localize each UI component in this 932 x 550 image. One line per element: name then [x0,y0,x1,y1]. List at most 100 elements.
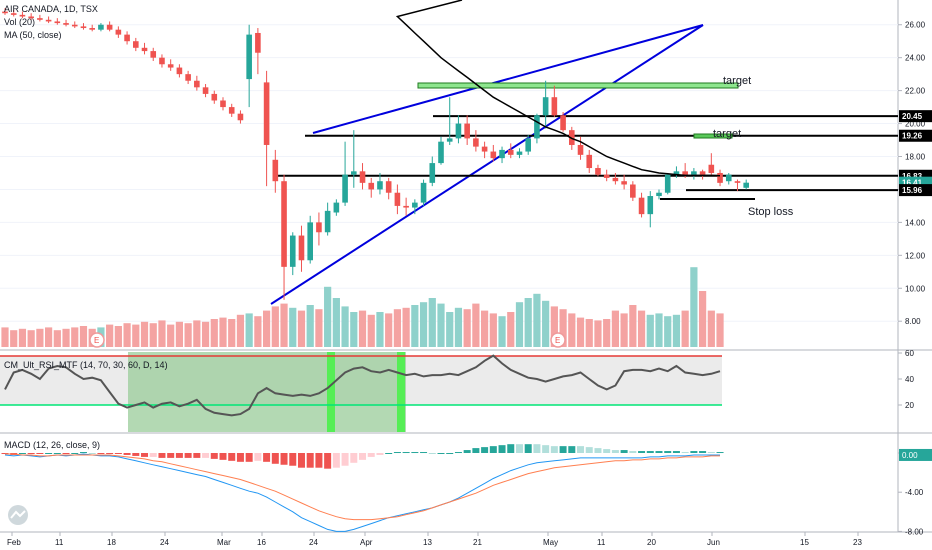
date-tick-label: Jun [707,538,720,547]
macd-tick-label: -4.00 [905,488,924,497]
date-tick-label: 23 [853,538,862,547]
candle-body [708,164,715,173]
candle-body [342,174,348,203]
candle-body [220,100,226,108]
macd-histogram-bar [132,453,140,456]
volume-bar [332,298,340,347]
candle-body [263,82,270,145]
volume-bar [393,309,401,347]
candle-body [734,181,741,183]
macd-histogram-bar [350,453,358,463]
volume-bar [263,310,271,347]
candle-body [691,171,697,175]
candle-body [743,182,749,188]
macd-histogram-bar [428,453,436,454]
date-tick-label: 21 [473,538,482,547]
volume-bar [411,305,419,347]
candle-body [63,23,69,25]
macd-histogram-bar [481,447,489,453]
macd-histogram-bar [36,453,44,454]
volume-legend: Vol (20) [4,17,36,27]
volume-bar [62,328,70,347]
candle-body [246,34,252,80]
candle-body [725,174,732,182]
macd-histogram-bar [690,451,698,453]
candle-body [682,171,688,175]
macd-histogram-bar [114,453,122,454]
volume-bar [254,316,262,347]
macd-histogram-bar [297,453,305,468]
price-tick-label: 14.00 [905,218,926,227]
macd-histogram-bar [489,446,497,453]
candle-body [324,210,331,233]
volume-bar [27,330,35,347]
candle-body [19,14,26,17]
volume-bar [489,313,497,347]
macd-histogram-bar [620,450,628,453]
volume-bar [245,313,253,347]
date-tick-label: 11 [597,538,606,547]
volume-bar [367,314,375,347]
candle-body [507,149,514,155]
candle-body [333,202,340,213]
ma-legend: MA (50, close) [4,30,62,40]
candle-body [656,192,662,197]
macd-histogram-bar [437,453,445,454]
candle-body [80,26,87,29]
macd-histogram-bar [228,453,236,461]
macd-line [4,453,720,532]
macd-histogram-bar [158,453,166,458]
volume-bar [36,328,44,347]
candle-body [612,177,619,182]
volume-bar [167,324,175,347]
macd-histogram-bar [707,452,715,454]
macd-histogram-bar [219,453,227,460]
volume-bar [446,312,454,347]
candle-body [159,57,165,65]
date-tick-label: Mar [217,538,231,547]
volume-bar [690,267,698,347]
volume-bar [507,312,515,347]
candle-body [394,192,401,206]
volume-bar [576,317,585,347]
macd-histogram-bar [245,453,253,462]
price-tick-label: 26.00 [905,21,926,30]
macd-histogram-bar [289,453,297,466]
candle-body [237,113,244,121]
price-tick-label: 12.00 [905,251,926,260]
volume-bar [515,302,524,347]
macd-histogram-bar [646,451,654,453]
candle-body [647,196,654,215]
macd-histogram-bar [577,446,585,453]
volume-bar [655,313,663,347]
volume-bar [454,307,463,347]
macd-histogram-bar [550,446,558,453]
volume-bar [419,302,428,347]
volume-bar [681,310,689,347]
price-label-tag [899,129,932,142]
macd-histogram-bar [306,453,314,468]
candle-body [446,138,453,142]
volume-bar [306,305,314,347]
candle-body [499,149,505,159]
target-label: target [713,128,741,140]
volume-bar [603,319,611,347]
candle-body [228,107,235,114]
earnings-marker [550,332,566,348]
candle-body [106,24,113,30]
macd-histogram-bar [385,453,393,454]
candle-body [307,222,313,261]
volume-bar [315,309,323,347]
macd-histogram-bar [359,453,367,460]
macd-histogram-bar [611,450,619,453]
candle-body [490,151,497,159]
macd-histogram-bar [507,444,515,453]
candle-body [516,151,523,155]
candle-body [673,171,680,175]
volume-bar [341,306,349,347]
macd-histogram-bar [167,453,175,458]
macd-legend: MACD (12, 26, close, 9) [4,440,101,450]
macd-histogram-bar [402,452,410,454]
